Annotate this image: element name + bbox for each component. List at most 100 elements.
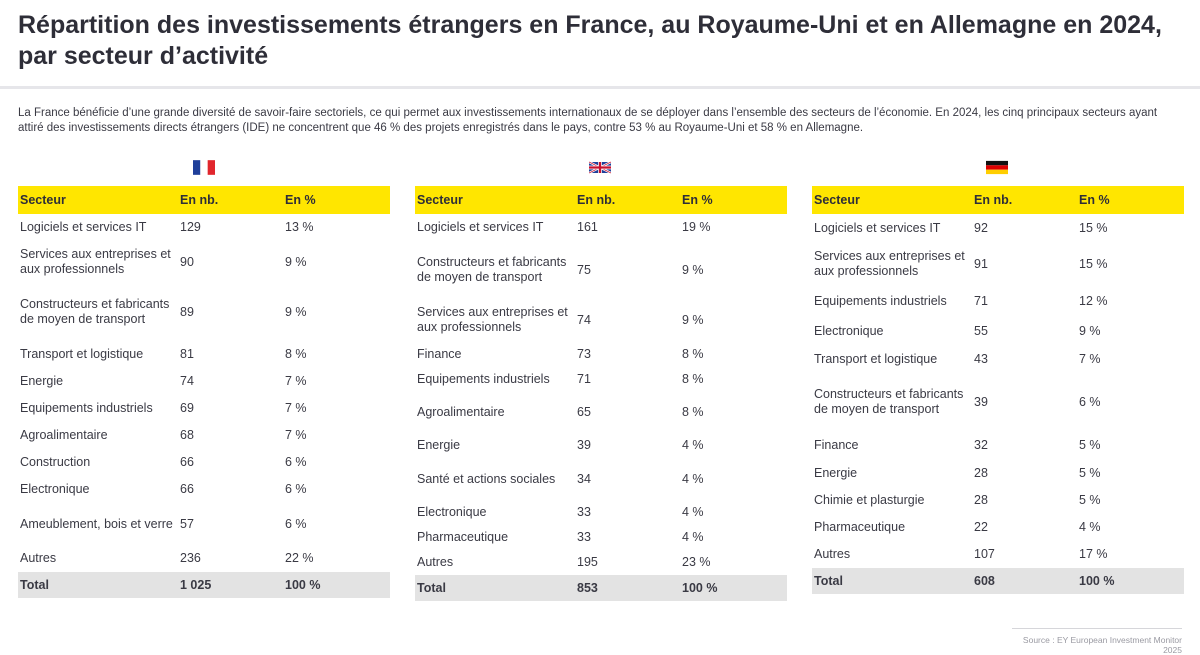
total-label: Total xyxy=(812,568,972,594)
sector-cell: Constructeurs et fabricants de moyen de … xyxy=(417,255,567,284)
source-note: Source : EY European Investment Monitor … xyxy=(1012,628,1182,655)
total-label: Total xyxy=(18,572,178,598)
count-cell: 39 xyxy=(577,438,591,452)
percent-cell: 5 % xyxy=(1079,493,1101,507)
table-row: Services aux entreprises et aux professi… xyxy=(415,299,787,341)
table-row: Equipements industriels 69 7 % xyxy=(18,395,390,422)
sector-cell: Agroalimentaire xyxy=(417,404,505,419)
percent-cell: 9 % xyxy=(682,262,704,277)
percent-cell: 9 % xyxy=(682,312,704,327)
count-cell: 69 xyxy=(180,401,194,415)
column-header: En nb. xyxy=(575,186,680,214)
percent-cell: 4 % xyxy=(682,471,704,486)
percent-cell: 4 % xyxy=(682,505,704,519)
table-row: Constructeurs et fabricants de moyen de … xyxy=(415,241,787,299)
percent-cell: 13 % xyxy=(285,220,314,234)
table-row: Finance 32 5 % xyxy=(812,431,1184,460)
count-cell: 89 xyxy=(180,304,194,319)
percent-cell: 6 % xyxy=(285,482,307,496)
table-row: Logiciels et services IT 161 19 % xyxy=(415,214,787,241)
count-cell: 32 xyxy=(974,438,988,452)
percent-cell: 7 % xyxy=(285,374,307,388)
sector-cell: Finance xyxy=(814,438,859,452)
percent-cell: 7 % xyxy=(285,401,307,415)
sector-cell: Constructeurs et fabricants de moyen de … xyxy=(814,387,964,416)
column-header: En % xyxy=(1077,186,1184,214)
sector-cell: Pharmaceutique xyxy=(814,520,906,534)
sector-cell: Chimie et plasturgie xyxy=(814,493,925,507)
percent-cell: 8 % xyxy=(682,347,704,361)
percent-cell: 4 % xyxy=(682,438,704,452)
percent-cell: 6 % xyxy=(285,516,307,531)
column-header: Secteur xyxy=(812,186,972,214)
total-label: Total xyxy=(415,575,575,601)
percent-cell: 17 % xyxy=(1079,547,1108,561)
count-cell: 28 xyxy=(974,466,988,480)
count-cell: 81 xyxy=(180,347,194,361)
count-cell: 236 xyxy=(180,551,201,565)
total-row: Total 1 025 100 % xyxy=(18,572,390,598)
sector-cell: Pharmaceutique xyxy=(417,530,509,544)
percent-cell: 19 % xyxy=(682,220,711,234)
table-row: Agroalimentaire 68 7 % xyxy=(18,422,390,449)
table-row: Pharmaceutique 33 4 % xyxy=(415,525,787,550)
table-row: Construction 66 6 % xyxy=(18,449,390,476)
count-cell: 91 xyxy=(974,256,988,271)
column-header: En nb. xyxy=(178,186,283,214)
sector-cell: Electronique xyxy=(814,324,884,338)
count-cell: 68 xyxy=(180,428,194,442)
intro-paragraph: La France bénéficie d’une grande diversi… xyxy=(18,107,1158,134)
germany-table: Secteur En nb. En % Logiciels et services … xyxy=(812,186,1184,594)
percent-cell: 15 % xyxy=(1079,221,1108,235)
page-title: Répartition des investissements étranger… xyxy=(18,11,1162,70)
percent-cell: 4 % xyxy=(682,530,704,544)
percent-cell: 5 % xyxy=(1079,438,1101,452)
sector-cell: Energie xyxy=(814,466,858,480)
total-count: 853 xyxy=(575,575,680,601)
sector-cell: Equipements industriels xyxy=(20,401,153,415)
count-cell: 73 xyxy=(577,347,591,361)
uk-table: Secteur En nb. En % Logiciels et services … xyxy=(415,186,787,601)
percent-cell: 5 % xyxy=(1079,466,1101,480)
sector-cell: Constructeurs et fabricants de moyen de … xyxy=(20,297,170,326)
percent-cell: 22 % xyxy=(285,551,314,565)
france-flag-icon xyxy=(193,160,215,175)
percent-cell: 8 % xyxy=(285,347,307,361)
table-row: Constructeurs et fabricants de moyen de … xyxy=(18,283,390,341)
column-header: Secteur xyxy=(415,186,575,214)
count-cell: 33 xyxy=(577,530,591,544)
percent-cell: 15 % xyxy=(1079,256,1108,271)
table-row: Transport et logistique 81 8 % xyxy=(18,341,390,368)
sector-cell: Santé et actions sociales xyxy=(417,471,556,486)
total-count: 608 xyxy=(972,568,1077,594)
table-row: Logiciels et services IT 92 15 % xyxy=(812,214,1184,243)
percent-cell: 9 % xyxy=(285,304,307,319)
count-cell: 75 xyxy=(577,262,591,277)
table-row: Constructeurs et fabricants de moyen de … xyxy=(812,373,1184,431)
percent-cell: 9 % xyxy=(1079,324,1101,338)
table-header-row: Secteur En nb. En % xyxy=(812,186,1184,214)
percent-cell: 7 % xyxy=(1079,352,1101,366)
total-row: Total 853 100 % xyxy=(415,575,787,601)
table-row: Services aux entreprises et aux professi… xyxy=(18,241,390,283)
uk-flag-icon xyxy=(589,161,611,174)
table-row: Agroalimentaire 65 8 % xyxy=(415,391,787,433)
total-row: Total 608 100 % xyxy=(812,568,1184,594)
table-row: Ameublement, bois et verre 57 6 % xyxy=(18,503,390,545)
column-header: En % xyxy=(283,186,390,214)
table-row: Equipements industriels 71 12 % xyxy=(812,285,1184,317)
table-row: Logiciels et services IT 129 13 % xyxy=(18,214,390,241)
sector-cell: Services aux entreprises et aux professi… xyxy=(814,249,965,278)
count-cell: 195 xyxy=(577,555,598,569)
sector-cell: Autres xyxy=(20,551,57,565)
total-percent: 100 % xyxy=(1077,568,1184,594)
count-cell: 55 xyxy=(974,324,988,338)
sector-cell: Ameublement, bois et verre xyxy=(20,516,173,531)
count-cell: 71 xyxy=(974,293,988,308)
count-cell: 92 xyxy=(974,221,988,235)
percent-cell: 9 % xyxy=(285,254,307,269)
percent-cell: 23 % xyxy=(682,555,711,569)
count-cell: 65 xyxy=(577,404,591,419)
total-percent: 100 % xyxy=(680,575,787,601)
percent-cell: 8 % xyxy=(682,404,704,419)
